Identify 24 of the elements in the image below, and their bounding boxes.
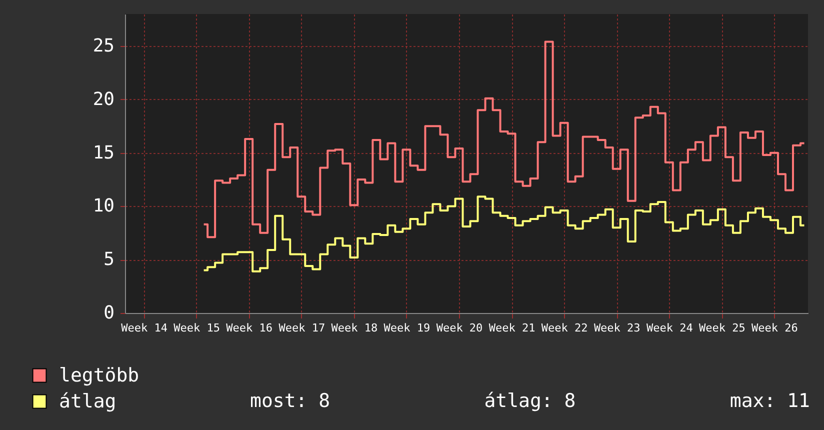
y-tick-label: 25 <box>92 36 114 57</box>
y-tick-label: 15 <box>92 142 114 164</box>
x-tick-label: Week 26 <box>752 322 798 334</box>
text: most: 8 <box>250 390 330 412</box>
x-tick-label: Week 20 <box>436 322 483 334</box>
y-tick-label: 10 <box>92 196 114 217</box>
y-tick-label: 5 <box>104 249 114 270</box>
legend-label: átlag <box>59 390 116 412</box>
x-tick-label: Week 19 <box>384 322 430 334</box>
x-tick-label: Week 23 <box>594 322 640 334</box>
x-tick-label: Week 18 <box>331 322 378 334</box>
text: átlag: 8 <box>484 390 576 412</box>
x-tick-label: Week 14 <box>121 322 168 334</box>
y-tick-label: 20 <box>92 88 114 110</box>
y-tick-label: 0 <box>104 302 114 324</box>
legend-label: legtöbb <box>59 364 140 386</box>
x-tick-label: Week 22 <box>541 322 588 334</box>
x-tick-label: Week 24 <box>646 322 694 334</box>
x-tick-label: Week 21 <box>488 322 536 334</box>
x-tick-label: Week 16 <box>226 322 273 334</box>
text: max: 11 <box>730 390 810 412</box>
x-tick-label: Week 15 <box>174 322 220 334</box>
x-tick-label: Week 25 <box>699 322 746 334</box>
x-tick-label: Week 17 <box>278 322 326 334</box>
